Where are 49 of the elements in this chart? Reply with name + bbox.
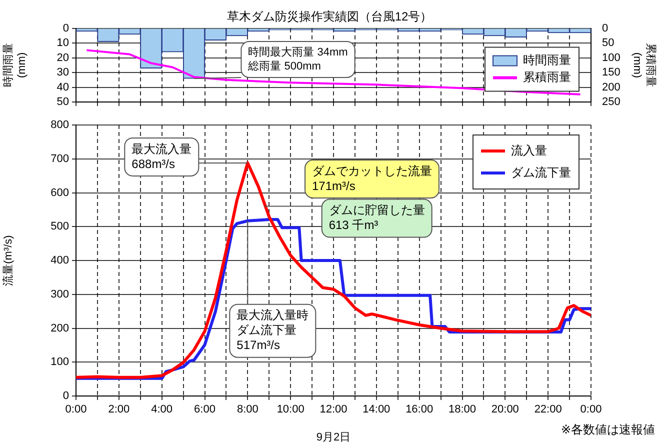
y-tick-label: 10 xyxy=(56,37,69,50)
x-tick-label: 6:00 xyxy=(194,404,216,416)
legend-label: 累積雨量 xyxy=(523,70,571,84)
x-tick-label: 18:00 xyxy=(448,404,476,416)
x-axis-title: 9月2日 xyxy=(316,431,351,444)
y-tick-label: 20 xyxy=(56,52,69,64)
y2-axis-title: 累積雨量 (mm) xyxy=(631,43,656,88)
x-tick-label: 20:00 xyxy=(491,404,519,416)
y-tick-label: 800 xyxy=(50,119,69,132)
y-tick-label: 700 xyxy=(50,152,69,165)
y-axis-title: 時間雨量 (mm) xyxy=(2,43,28,88)
x-tick-label: 12:00 xyxy=(320,404,348,416)
annotation: 時間最大雨量 34mm 総雨量 500mm xyxy=(247,45,348,72)
legend-label: 時間雨量 xyxy=(523,53,571,68)
y2-tick-label: 0 xyxy=(602,22,608,34)
x-tick-label: 4:00 xyxy=(151,404,173,416)
x-tick-label: 0:00 xyxy=(580,404,602,416)
legend-label: ダム流下量 xyxy=(511,165,571,180)
y-tick-label: 0 xyxy=(62,390,69,402)
x-tick-label: 14:00 xyxy=(362,404,390,416)
text: ※各数値は速報値 xyxy=(560,422,655,436)
y-tick-label: 40 xyxy=(56,81,69,94)
y2-tick-label: 200 xyxy=(602,81,620,94)
y-tick-label: 0 xyxy=(62,22,69,34)
y-tick-label: 100 xyxy=(50,356,69,368)
x-tick-label: 22:00 xyxy=(534,404,562,416)
x-tick-label: 16:00 xyxy=(406,404,434,416)
y-tick-label: 50 xyxy=(56,96,69,108)
annotation: ダムでカットした流量 171m³/s xyxy=(312,164,432,193)
x-tick-label: 10:00 xyxy=(276,404,304,416)
y-tick-label: 30 xyxy=(56,66,69,79)
chart-title: 草木ダム防災操作実績図（台風12号） xyxy=(226,10,432,24)
x-tick-label: 2:00 xyxy=(108,404,130,416)
annotation: 最大流入量時ダム流下量 517m³/s xyxy=(236,308,309,352)
y-tick-label: 200 xyxy=(50,322,69,334)
x-tick-label: 0:00 xyxy=(65,404,87,416)
y2-tick-label: 100 xyxy=(602,52,620,64)
y2-tick-label: 50 xyxy=(602,37,614,50)
y-tick-label: 300 xyxy=(50,288,69,300)
annotation: 最大流入量 688m³/s xyxy=(132,142,192,171)
legend-label: 流入量 xyxy=(511,143,547,158)
y-axis-title: 流量(m³/s) xyxy=(2,235,15,286)
x-tick-label: 8:00 xyxy=(236,404,258,416)
y-tick-label: 400 xyxy=(50,254,69,267)
y-tick-label: 600 xyxy=(50,186,69,199)
y-tick-label: 500 xyxy=(50,220,69,233)
annotation: ダムに貯留した量 613 千m³ xyxy=(328,203,425,232)
y2-tick-label: 250 xyxy=(602,96,620,108)
y2-tick-label: 150 xyxy=(602,66,620,79)
